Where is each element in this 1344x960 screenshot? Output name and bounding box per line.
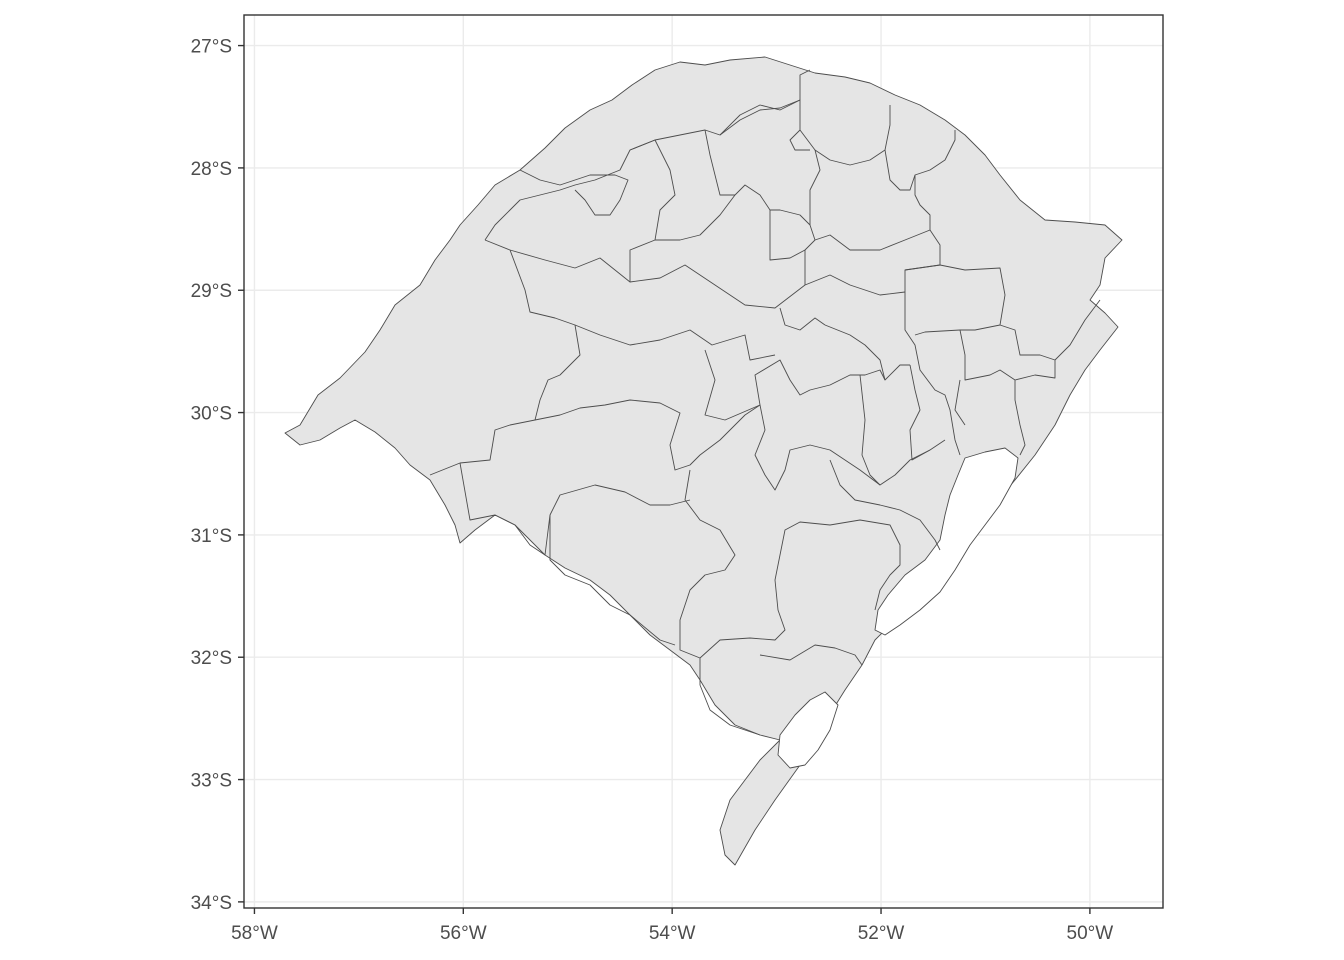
x-tick-label: 58°W (231, 923, 278, 944)
region-boundary (954, 379, 966, 426)
region-boundary (779, 307, 826, 331)
region-boundary (799, 69, 811, 100)
region-boundary (484, 99, 801, 241)
y-tick-label: 30°S (191, 404, 232, 425)
region-boundary (904, 264, 1006, 336)
y-tick-label: 29°S (191, 281, 232, 302)
lagoon-patos (874, 447, 1019, 636)
y-tick-label: 28°S (191, 159, 232, 180)
x-tick-label: 54°W (649, 923, 696, 944)
region-boundary (824, 324, 910, 381)
x-tick-label: 50°W (1067, 923, 1114, 944)
region-boundary (904, 292, 961, 456)
plot-panel-border (243, 14, 1164, 909)
region-boundary (534, 399, 761, 471)
y-tick-label: 33°S (191, 771, 232, 792)
region-boundary (914, 175, 931, 230)
region-boundary (789, 129, 810, 151)
y-tick-label: 27°S (191, 37, 232, 58)
map-regions (284, 56, 1123, 866)
x-tick-label: 56°W (440, 923, 487, 944)
region-boundary (814, 105, 891, 166)
y-tick-label: 31°S (191, 526, 232, 547)
region-boundary (754, 404, 946, 491)
region-boundary (909, 364, 931, 461)
region-boundary (859, 374, 881, 486)
region-boundary (704, 349, 886, 421)
y-tick-label: 32°S (191, 648, 232, 669)
region-boundary (769, 210, 806, 261)
region-boundary (719, 99, 821, 225)
region-boundary (704, 129, 735, 196)
region-boundary (519, 169, 629, 216)
region-boundary (959, 329, 1026, 456)
region-boundary (829, 459, 941, 551)
region-boundary (699, 658, 761, 736)
region-boundary (655, 184, 816, 241)
region-boundary (484, 239, 906, 309)
y-tick-label: 34°S (191, 893, 232, 914)
region-boundary (1054, 299, 1101, 361)
region-boundary (759, 644, 863, 666)
region-boundary (629, 139, 676, 282)
x-tick-label: 52°W (858, 923, 905, 944)
lagoon-mirim (777, 691, 839, 769)
region-boundary (549, 515, 676, 646)
region-boundary (509, 249, 776, 361)
region-boundary (679, 469, 736, 659)
axes: 58°W 56°W 54°W 52°W 50°W 27°S 28°S 29°S 30°S 31°S… (191, 37, 1114, 944)
region-boundary (699, 519, 901, 659)
region-boundary (999, 324, 1056, 381)
